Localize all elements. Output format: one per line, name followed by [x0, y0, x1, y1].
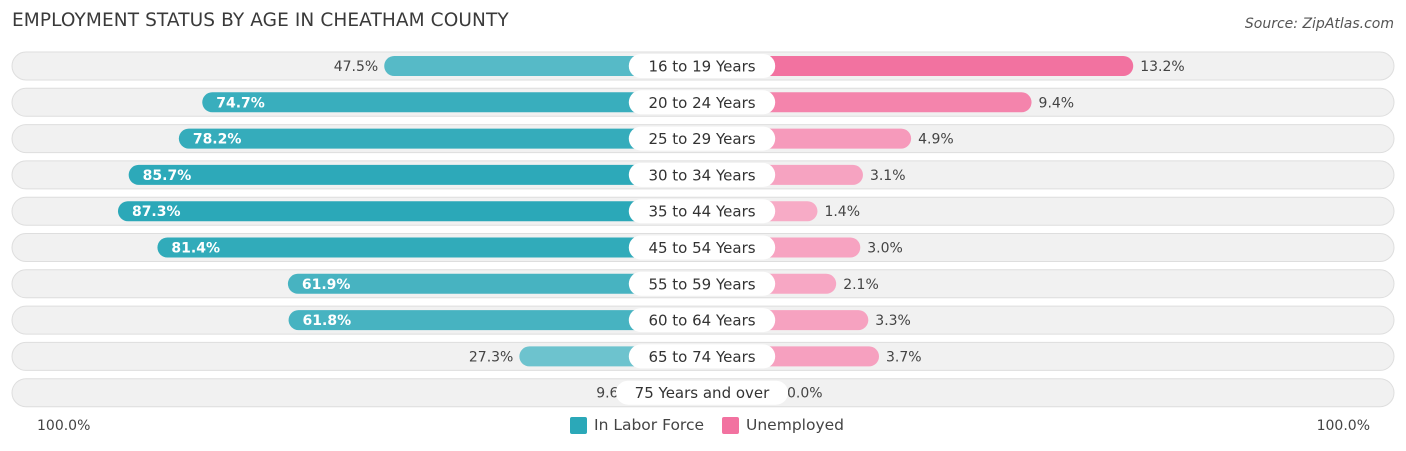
value-label-unemployed: 3.0% [867, 241, 903, 257]
category-label: 60 to 64 Years [648, 312, 755, 330]
value-label-unemployed: 3.1% [870, 168, 906, 184]
axis-left-label: 100.0% [37, 418, 91, 434]
category-label: 55 to 59 Years [648, 275, 755, 293]
value-label-labor-force: 61.9% [302, 277, 351, 293]
value-label-labor-force: 61.8% [303, 313, 352, 329]
category-label: 25 to 29 Years [648, 130, 755, 148]
bar-labor-force [128, 164, 703, 185]
value-label-labor-force: 81.4% [171, 241, 220, 257]
category-label: 16 to 19 Years [648, 58, 755, 76]
bar-labor-force [384, 56, 702, 76]
category-pill [615, 380, 789, 405]
category-label: 65 to 74 Years [648, 348, 755, 366]
category-label: 30 to 34 Years [648, 166, 755, 184]
bar-unemployed [702, 56, 1134, 76]
value-label-labor-force: 85.7% [143, 168, 192, 184]
value-label-labor-force: 74.7% [216, 95, 265, 111]
category-pill [628, 90, 776, 115]
legend-label-labor-force: In Labor Force [594, 416, 705, 434]
bar-labor-force [117, 201, 702, 222]
legend: In Labor Force Unemployed [570, 416, 862, 434]
bar-labor-force [287, 273, 702, 294]
category-pill [628, 308, 776, 333]
value-label-labor-force: 78.2% [193, 132, 242, 148]
axis-right-label: 100.0% [1316, 418, 1370, 434]
value-label-unemployed: 1.4% [824, 204, 860, 220]
value-label-labor-force: 27.3% [469, 349, 513, 365]
category-pill [628, 126, 776, 151]
value-label-unemployed: 0.0% [787, 386, 823, 402]
value-label-unemployed: 3.3% [875, 313, 911, 329]
category-pill [628, 54, 776, 78]
category-label: 20 to 24 Years [648, 94, 755, 112]
legend-label-unemployed: Unemployed [746, 416, 844, 434]
value-label-unemployed: 3.7% [886, 349, 922, 365]
category-pill [628, 199, 776, 224]
category-label: 75 Years and over [635, 384, 770, 402]
category-pill [628, 235, 776, 260]
category-pill [628, 162, 776, 187]
category-label: 35 to 44 Years [648, 203, 755, 221]
value-label-unemployed: 13.2% [1140, 59, 1184, 75]
value-label-unemployed: 2.1% [843, 277, 879, 293]
bar-labor-force [157, 237, 702, 258]
legend-swatch-unemployed [722, 416, 740, 434]
bar-labor-force [288, 310, 702, 331]
legend-item-labor-force: In Labor Force [570, 416, 704, 434]
value-label-labor-force: 87.3% [132, 204, 181, 220]
bar-unemployed [702, 92, 1032, 113]
value-label-labor-force: 47.5% [334, 59, 378, 75]
category-pill [628, 271, 776, 296]
bar-labor-force [202, 92, 702, 113]
chart-title: EMPLOYMENT STATUS BY AGE IN CHEATHAM COU… [12, 10, 509, 31]
category-pill [628, 344, 776, 369]
legend-item-unemployed: Unemployed [722, 416, 844, 434]
value-label-unemployed: 9.4% [1039, 95, 1075, 111]
value-label-unemployed: 4.9% [918, 132, 954, 148]
category-label: 45 to 54 Years [648, 239, 755, 257]
bar-labor-force [178, 128, 703, 149]
legend-swatch-labor-force [570, 416, 587, 434]
chart-source: Source: ZipAtlas.com [1244, 16, 1394, 32]
